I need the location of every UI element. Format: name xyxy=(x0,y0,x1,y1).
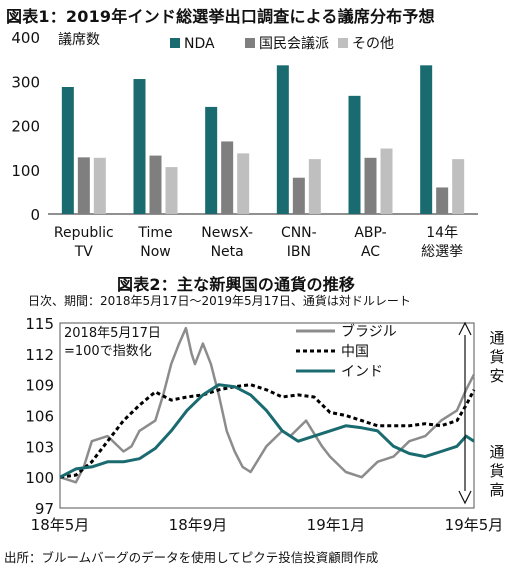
y-tick-label: 112 xyxy=(25,346,54,364)
source-note: 出所：ブルームバーグのデータを使用してピクテ投信投資顧問作成 xyxy=(4,550,379,565)
legend-swatch xyxy=(170,38,180,48)
index-note: 2018年5月17日 xyxy=(64,326,161,341)
series-line-1 xyxy=(59,383,476,479)
x-tick-label: IBN xyxy=(287,244,311,260)
y-axis-label: 議席数 xyxy=(58,31,100,48)
y-tick-label: 300 xyxy=(11,73,40,91)
legend-label: その他 xyxy=(352,36,394,52)
x-tick-label: AC xyxy=(361,244,380,260)
plot-area xyxy=(59,322,475,509)
x-tick-label: Now xyxy=(140,244,171,260)
x-tick-label: 14年 xyxy=(426,225,458,241)
arrow-down-icon xyxy=(458,490,472,505)
line-chart: 97 100 103 106 109 112 115 18年5月 18年9月 19年1月 19年5月… xyxy=(25,315,504,534)
legend-label: インド xyxy=(341,364,383,380)
x-tick-label: Time xyxy=(137,225,172,241)
bar-3-0 xyxy=(276,65,289,214)
bar-3-1 xyxy=(292,177,305,214)
legend-label: 国民会議派 xyxy=(259,35,329,52)
y-tick-label: 200 xyxy=(11,118,40,136)
y-tick-label: 109 xyxy=(25,377,54,395)
x-tick-label: TV xyxy=(74,244,94,260)
x-tick-label: ABP- xyxy=(354,225,386,241)
x-tick-label: 総選挙 xyxy=(421,244,463,260)
bar-4-2 xyxy=(380,148,393,214)
currency-weak-label: 貨 xyxy=(489,348,504,366)
bar-4-1 xyxy=(364,157,377,214)
series-line-0 xyxy=(59,326,476,484)
currency-weak-label: 通 xyxy=(489,329,504,347)
y-tick-label: 115 xyxy=(25,315,54,333)
index-note: =100で指数化 xyxy=(64,344,152,359)
y-tick-label: 97 xyxy=(35,500,54,518)
y-tick-label: 106 xyxy=(25,408,54,426)
bar-1-0 xyxy=(133,79,146,214)
currency-strong-label: 通 xyxy=(489,443,504,461)
bar-2-2 xyxy=(237,153,250,214)
bar-0-2 xyxy=(93,157,106,214)
legend-label: ブラジル xyxy=(341,323,397,340)
legend-swatch xyxy=(338,38,348,48)
figure2-subtitle: 日次、期間：2018年5月17日～2019年5月17日、通貨は対ドルレート xyxy=(28,294,411,308)
series-line-2 xyxy=(59,383,475,479)
figure2-title: 図表2：主な新興国の通貨の推移 xyxy=(117,275,356,294)
x-tick-label: 18年5月 xyxy=(31,516,90,534)
x-tick-label: NewsX- xyxy=(201,225,253,241)
bar-3-2 xyxy=(308,159,321,214)
arrow-up-icon xyxy=(458,321,472,336)
x-tick-label: 19年5月 xyxy=(445,516,504,534)
bar-5-1 xyxy=(436,187,449,214)
currency-weak-label: 安 xyxy=(489,367,504,385)
y-tick-label: 400 xyxy=(11,29,40,47)
bar-chart: 0 100 200 300 400 議席数 Republic TV Time Now NewsX- N… xyxy=(11,29,478,260)
bar-5-0 xyxy=(420,65,433,214)
y-tick-label: 103 xyxy=(25,438,54,456)
x-tick-label: 18年9月 xyxy=(169,516,228,534)
bar-0-1 xyxy=(77,157,90,214)
legend-swatch xyxy=(245,38,255,48)
x-tick-label: CNN- xyxy=(281,225,317,241)
bar-1-1 xyxy=(149,155,162,214)
figure1-title: 図表1：2019年インド総選挙出口調査による議席分布予想 xyxy=(6,7,435,26)
x-tick-label: 19年1月 xyxy=(307,516,366,534)
bar-1-2 xyxy=(165,167,178,214)
legend-label: 中国 xyxy=(341,344,369,360)
currency-strong-label: 高 xyxy=(489,481,504,499)
y-tick-label: 100 xyxy=(25,469,54,487)
bar-2-1 xyxy=(221,141,234,214)
y-tick-label: 0 xyxy=(30,206,40,224)
currency-strong-label: 貨 xyxy=(489,462,504,480)
y-tick-label: 100 xyxy=(11,162,40,180)
bar-5-2 xyxy=(452,159,465,214)
bar-4-0 xyxy=(348,95,361,214)
x-tick-label: Neta xyxy=(211,244,244,260)
legend-label: NDA xyxy=(184,36,215,52)
x-tick-label: Republic xyxy=(54,225,114,241)
bar-2-0 xyxy=(205,106,218,214)
bar-0-0 xyxy=(61,87,74,214)
